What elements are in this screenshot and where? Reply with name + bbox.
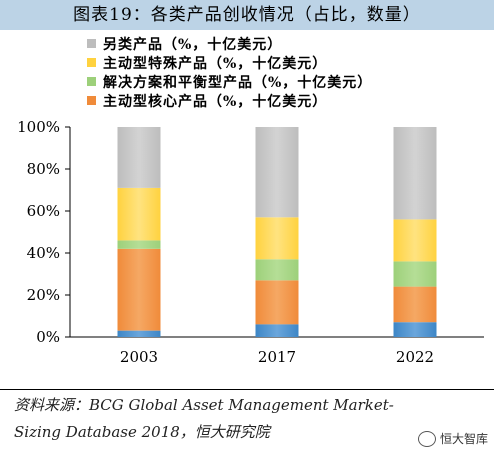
stacked-bar-chart: 另类产品（%，十亿美元） 主动型特殊产品（%，十亿美元） 解决方案和平衡型产品（%，… xyxy=(17,36,484,366)
wechat-icon xyxy=(417,430,436,447)
bar-segment xyxy=(255,280,299,325)
source-line-1: 资料来源：BCG Global Asset Management Market- xyxy=(14,396,394,414)
bar-segment xyxy=(255,127,299,218)
legend-label: 另类产品（%，十亿美元） xyxy=(103,36,282,53)
x-tick-label: 2022 xyxy=(396,348,434,366)
y-tick-label: 0% xyxy=(36,328,60,346)
legend-swatch xyxy=(87,77,96,86)
bar-segment xyxy=(117,248,161,331)
bar-segment xyxy=(393,261,437,287)
y-tick-label: 40% xyxy=(27,244,60,262)
legend-swatch xyxy=(87,96,96,105)
legend-swatch xyxy=(87,58,96,67)
bar-segment xyxy=(117,240,161,249)
watermark: 恒大智库 xyxy=(417,430,488,447)
bar-segment xyxy=(255,324,299,337)
divider-line xyxy=(0,389,494,390)
bar-segment xyxy=(255,259,299,281)
bar-segment xyxy=(117,187,161,241)
legend: 另类产品（%，十亿美元） 主动型特殊产品（%，十亿美元） 解决方案和平衡型产品（%，… xyxy=(87,36,372,110)
legend-label: 主动型核心产品（%，十亿美元） xyxy=(103,93,327,110)
x-tick-label: 2017 xyxy=(258,348,296,366)
y-tick-label: 60% xyxy=(27,202,60,220)
bar-segment xyxy=(393,286,437,323)
legend-label: 主动型特殊产品（%，十亿美元） xyxy=(103,55,327,72)
bar-segment xyxy=(393,219,437,262)
y-tick-label: 80% xyxy=(27,160,60,178)
bar-segment xyxy=(393,127,437,220)
source-note: 资料来源：BCG Global Asset Management Market-… xyxy=(14,392,484,446)
bar-segment xyxy=(393,322,437,337)
plot-area: 0% 20% 40% 60% 80% 100% 2003 2017 2022 xyxy=(17,118,484,366)
chart-title: 图表19：各类产品创收情况（占比，数量） xyxy=(0,0,494,30)
bar-segment xyxy=(255,217,299,260)
legend-label: 解决方案和平衡型产品（%，十亿美元） xyxy=(103,74,372,91)
y-tick-label: 100% xyxy=(17,118,60,136)
bar-segment xyxy=(117,127,161,188)
watermark-text: 恒大智库 xyxy=(439,432,488,446)
x-tick-label: 2003 xyxy=(120,348,158,366)
y-tick-label: 20% xyxy=(27,286,60,304)
legend-swatch xyxy=(87,39,96,48)
source-line-2: Sizing Database 2018，恒大研究院 xyxy=(14,423,270,441)
bar-segment xyxy=(117,330,161,337)
